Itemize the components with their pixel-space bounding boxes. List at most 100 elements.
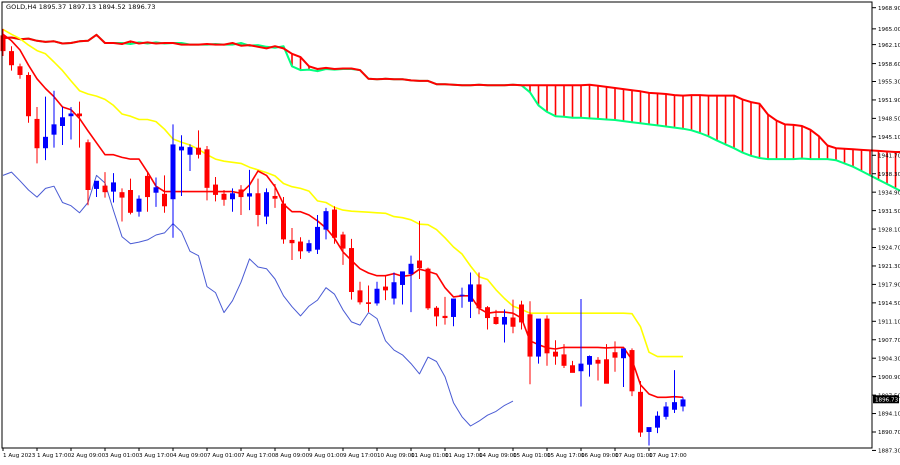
candle-body (510, 317, 516, 327)
x-tick-label: 2 Aug 09:00 (71, 453, 106, 459)
candle-body (519, 304, 524, 323)
candle-bull (587, 355, 592, 377)
candle-body (230, 193, 235, 200)
candle-body (238, 189, 244, 198)
candle-body (213, 184, 218, 195)
y-tick-label: 1938.30 (878, 172, 900, 178)
candle-body (136, 198, 142, 212)
candle-body (111, 182, 116, 192)
candle-bear (476, 272, 482, 315)
candle-body (9, 51, 14, 66)
candle-body (221, 193, 227, 200)
candle-body (68, 113, 74, 117)
candle-bull (264, 188, 269, 225)
candle-bull (408, 255, 414, 313)
y-tick-label: 1955.30 (878, 80, 900, 86)
plot-frame (1, 1, 873, 449)
candle-body (60, 117, 65, 126)
candle-body (374, 288, 380, 304)
candle-body (272, 195, 278, 199)
x-tick-label: 3 Aug 01:00 (105, 453, 140, 459)
candle-body (51, 124, 57, 135)
candle-bull (621, 348, 626, 387)
candle-bear (77, 101, 82, 148)
candle-body (102, 185, 108, 193)
candle-bear (145, 173, 150, 212)
candle-bull (502, 309, 507, 343)
candle-body (646, 427, 652, 432)
candle-body (442, 315, 448, 319)
candle-bull (323, 207, 329, 240)
candle-body (536, 318, 541, 357)
candle-bear (119, 188, 125, 222)
candle-bull (153, 177, 159, 207)
candle-body (451, 298, 456, 317)
x-tick-label: 9 Aug 17:00 (343, 453, 378, 459)
candle-bull (170, 124, 176, 238)
candle-body (366, 302, 371, 304)
candle-body (298, 241, 303, 252)
candle-bear (17, 63, 23, 79)
current-price-label: 1896.73 (875, 397, 899, 403)
y-tick-label: 1941.70 (878, 153, 900, 159)
candle-bull (306, 239, 312, 253)
candle-body (468, 284, 473, 302)
x-tick-label: 9 Aug 01:00 (309, 453, 344, 459)
candle-bear (298, 237, 303, 259)
candle-bear (595, 357, 601, 381)
candle-bear (383, 276, 388, 301)
candle-bull (672, 370, 677, 414)
y-tick-label: 1948.50 (878, 117, 900, 123)
candle-body (187, 147, 193, 155)
candle-bear (289, 227, 295, 260)
candle-body (340, 234, 346, 249)
candle-body (578, 363, 584, 372)
candle-bear (493, 309, 499, 325)
candle-body (544, 318, 550, 354)
candle-bear (527, 301, 533, 385)
candle-bull (646, 427, 652, 446)
candle-body (425, 268, 431, 309)
x-tick-label: 14 Aug 09:00 (479, 453, 517, 459)
y-tick-label: 1945.10 (878, 135, 900, 141)
y-tick-label: 1894.10 (878, 412, 900, 418)
candle-body (119, 192, 125, 198)
candle-body (459, 294, 465, 296)
candle-bull (315, 214, 320, 255)
x-tick-label: 17 Aug 01:00 (615, 453, 653, 459)
candle-bull (187, 144, 193, 172)
x-tick-label: 11 Aug 17:00 (445, 453, 483, 459)
candle-body (672, 402, 677, 410)
candle-bull (680, 397, 686, 412)
candle-bear (332, 206, 337, 244)
candle-body (570, 365, 575, 373)
candle-body (561, 354, 567, 366)
candle-bull (459, 287, 465, 308)
candle-bull (111, 173, 116, 203)
y-tick-label: 1890.70 (878, 430, 900, 436)
candle-bear (221, 190, 227, 206)
candle-bear (561, 344, 567, 368)
candle-body (323, 211, 329, 230)
candles (0, 28, 686, 446)
candle-body (315, 226, 320, 250)
candle-body (94, 180, 99, 189)
kijun-sen-line (2, 28, 683, 358)
senkou-span-a-line (2, 33, 900, 153)
candle-bull (536, 318, 541, 364)
candle-bear (272, 184, 278, 208)
current-price-tag (873, 395, 899, 404)
x-tick-label: 16 Aug 09:00 (581, 453, 619, 459)
ichimoku-cloud (2, 33, 900, 192)
candle-body (604, 359, 609, 384)
x-tick-label: 17 Aug 17:00 (649, 453, 687, 459)
candle-bear (34, 106, 40, 164)
candle-body (85, 142, 91, 191)
senkou-span-b-line (2, 33, 900, 192)
candle-body (476, 284, 482, 309)
candle-body (0, 35, 6, 52)
candle-bull (468, 272, 473, 319)
candle-bear (553, 340, 558, 365)
